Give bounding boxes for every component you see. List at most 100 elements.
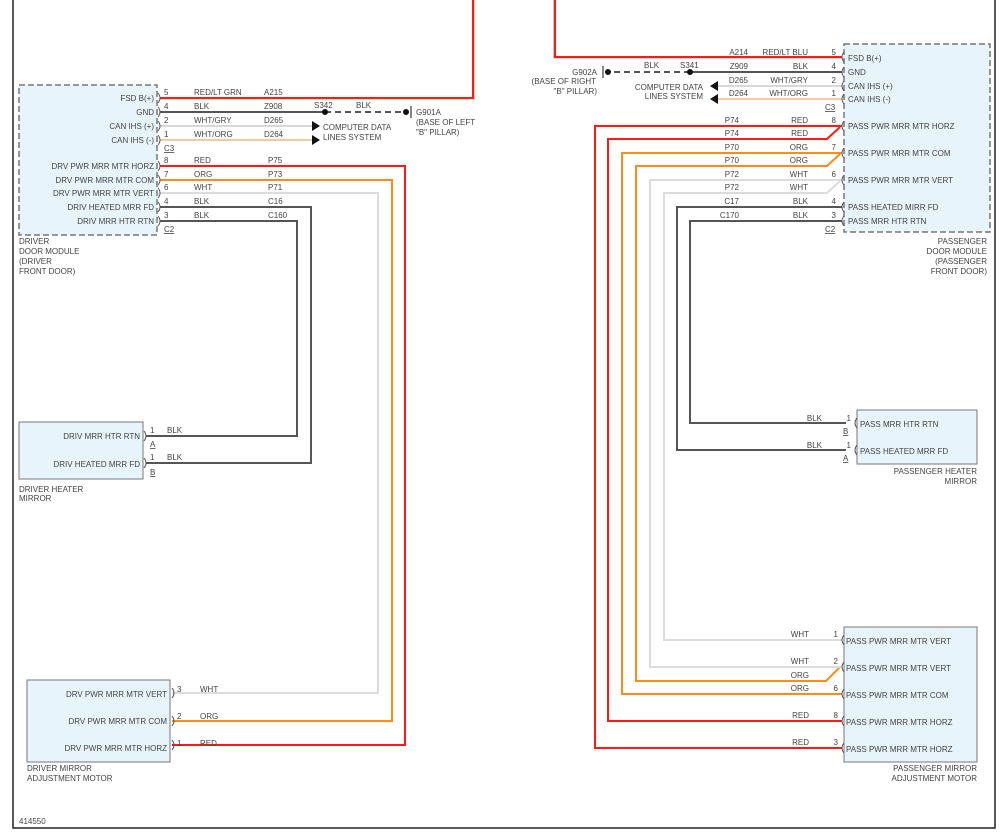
connector-pin-icon [157,92,161,227]
connector-label: A [150,440,156,449]
pin-number: 1 [177,739,182,748]
connector-c3: FSD B(+) GND CAN IHS (+) CAN IHS (-) 5 4… [109,88,283,153]
pin-number: 2 [177,712,182,721]
connector-label: B [843,427,848,436]
pin-label: DRV PWR MRR MTR COM [55,176,154,185]
connector-label: C3 [825,103,836,112]
connector-label: C3 [164,144,175,153]
component-name: ADJUSTMENT MOTOR [27,774,113,783]
wire-color: BLK [793,62,809,71]
connector-label: B [150,468,155,477]
pin-label: GND [136,108,154,117]
pin-label: FSD B(+) [120,94,154,103]
wire-color: BLK [194,102,210,111]
wire-color: WHT [790,183,808,192]
pin-number: 1 [164,130,169,139]
driver-heater-mirror: DRIV MRR HTR RTN DRIV HEATED MRR FD 1 1 … [18,421,183,503]
pin-number: 3 [177,685,182,694]
wire-color: WHT [791,657,809,666]
computer-data-link[interactable]: COMPUTER DATA [635,83,704,92]
wire-a214 [554,0,842,58]
wire-color: BLK [194,211,210,220]
pin-label: GND [848,68,866,77]
pin-label: DRIV MRR HTR RTN [77,217,154,226]
pin-number: 1 [832,89,837,98]
wire-color: BLK [807,414,823,423]
pin-number: 3 [834,738,839,747]
pin-number: 2 [834,657,839,666]
pin-number: 8 [834,711,839,720]
wire-p72-a [649,179,842,668]
wire-a215-stripe [160,0,475,100]
pin-number: 8 [164,156,169,165]
wire-c170 [689,220,846,424]
wire-p71 [160,192,379,694]
circuit-id: P74 [725,129,740,138]
connector-label: C2 [825,225,836,234]
connector-pin-icon [171,687,175,751]
circuit-id: P70 [725,143,740,152]
wire-p75 [160,165,406,746]
pin-label: FSD B(+) [848,54,882,63]
module-name: FRONT DOOR) [931,267,988,276]
wire-color: ORG [791,684,809,693]
circuit-id: P73 [268,170,283,179]
pin-label: CAN IHS (+) [848,82,893,91]
pin-number: 3 [832,211,837,220]
pin-label: PASS HEATED MIRR FD [848,203,939,212]
circuit-id: A214 [729,48,748,57]
wire-color: RED [200,739,217,748]
computer-data-link[interactable]: LINES SYSTEM [645,92,704,101]
circuit-id: D264 [729,89,749,98]
splice-label: S341 [680,61,699,70]
circuit-id: C160 [268,211,288,220]
arrow-right-icon [312,135,320,145]
splice-s341-dot [687,69,693,75]
wire-color: WHT [194,183,212,192]
computer-data-link[interactable]: LINES SYSTEM [323,133,382,142]
circuit-id: Z909 [730,62,749,71]
circuit-id: D265 [264,116,284,125]
wire-color: ORG [790,143,808,152]
pin-number: 3 [164,211,169,220]
wire-color: BLK [194,197,210,206]
circuit-id: A215 [264,88,283,97]
circuit-id: P75 [268,156,283,165]
pin-label: DRV PWR MRR MTR VERT [66,690,167,699]
pin-label: DRV PWR MRR MTR HORZ [51,162,154,171]
wire-c160 [146,220,298,437]
component-name: DRIVER MIRROR [27,764,92,773]
pin-label: PASS PWR MRR MTR HORZ [846,745,953,754]
diagram-frame [12,0,996,829]
splice-label: S342 [314,101,333,110]
wire-color: ORG [200,712,218,721]
pin-number: 2 [832,76,837,85]
module-name: DOOR MODULE [927,247,987,256]
pin-label: PASS PWR MRR MTR COM [846,691,949,700]
pin-number: 7 [164,170,169,179]
wire-p70-b [635,153,841,682]
wire-color: RED/LT GRN [194,88,242,97]
wire-color: BLK [356,101,372,110]
wire-color: RED [791,129,808,138]
wire-p74-b [607,126,842,722]
wire-color: WHT/GRY [194,116,232,125]
pin-label: DRIV MRR HTR RTN [63,432,140,441]
wire-color: BLK [793,197,809,206]
ground-g902a-dot [605,69,611,75]
ground-location: "B" PILLAR) [416,128,460,137]
pin-number: 1 [847,441,852,450]
connector-label: C2 [164,225,175,234]
module-name: (DRIVER [19,257,52,266]
wire-p70-a [621,152,842,695]
pin-label: PASS MRR HTR RTN [848,217,927,226]
module-name: (PASSENGER [935,257,987,266]
component-name: PASSENGER HEATER [894,467,978,476]
arrow-left-icon [710,94,718,104]
wire-c16 [146,206,312,464]
computer-data-link[interactable]: COMPUTER DATA [323,123,392,132]
connector-pin-icon [841,51,845,227]
arrow-left-icon [710,81,718,91]
circuit-id: C16 [268,197,283,206]
